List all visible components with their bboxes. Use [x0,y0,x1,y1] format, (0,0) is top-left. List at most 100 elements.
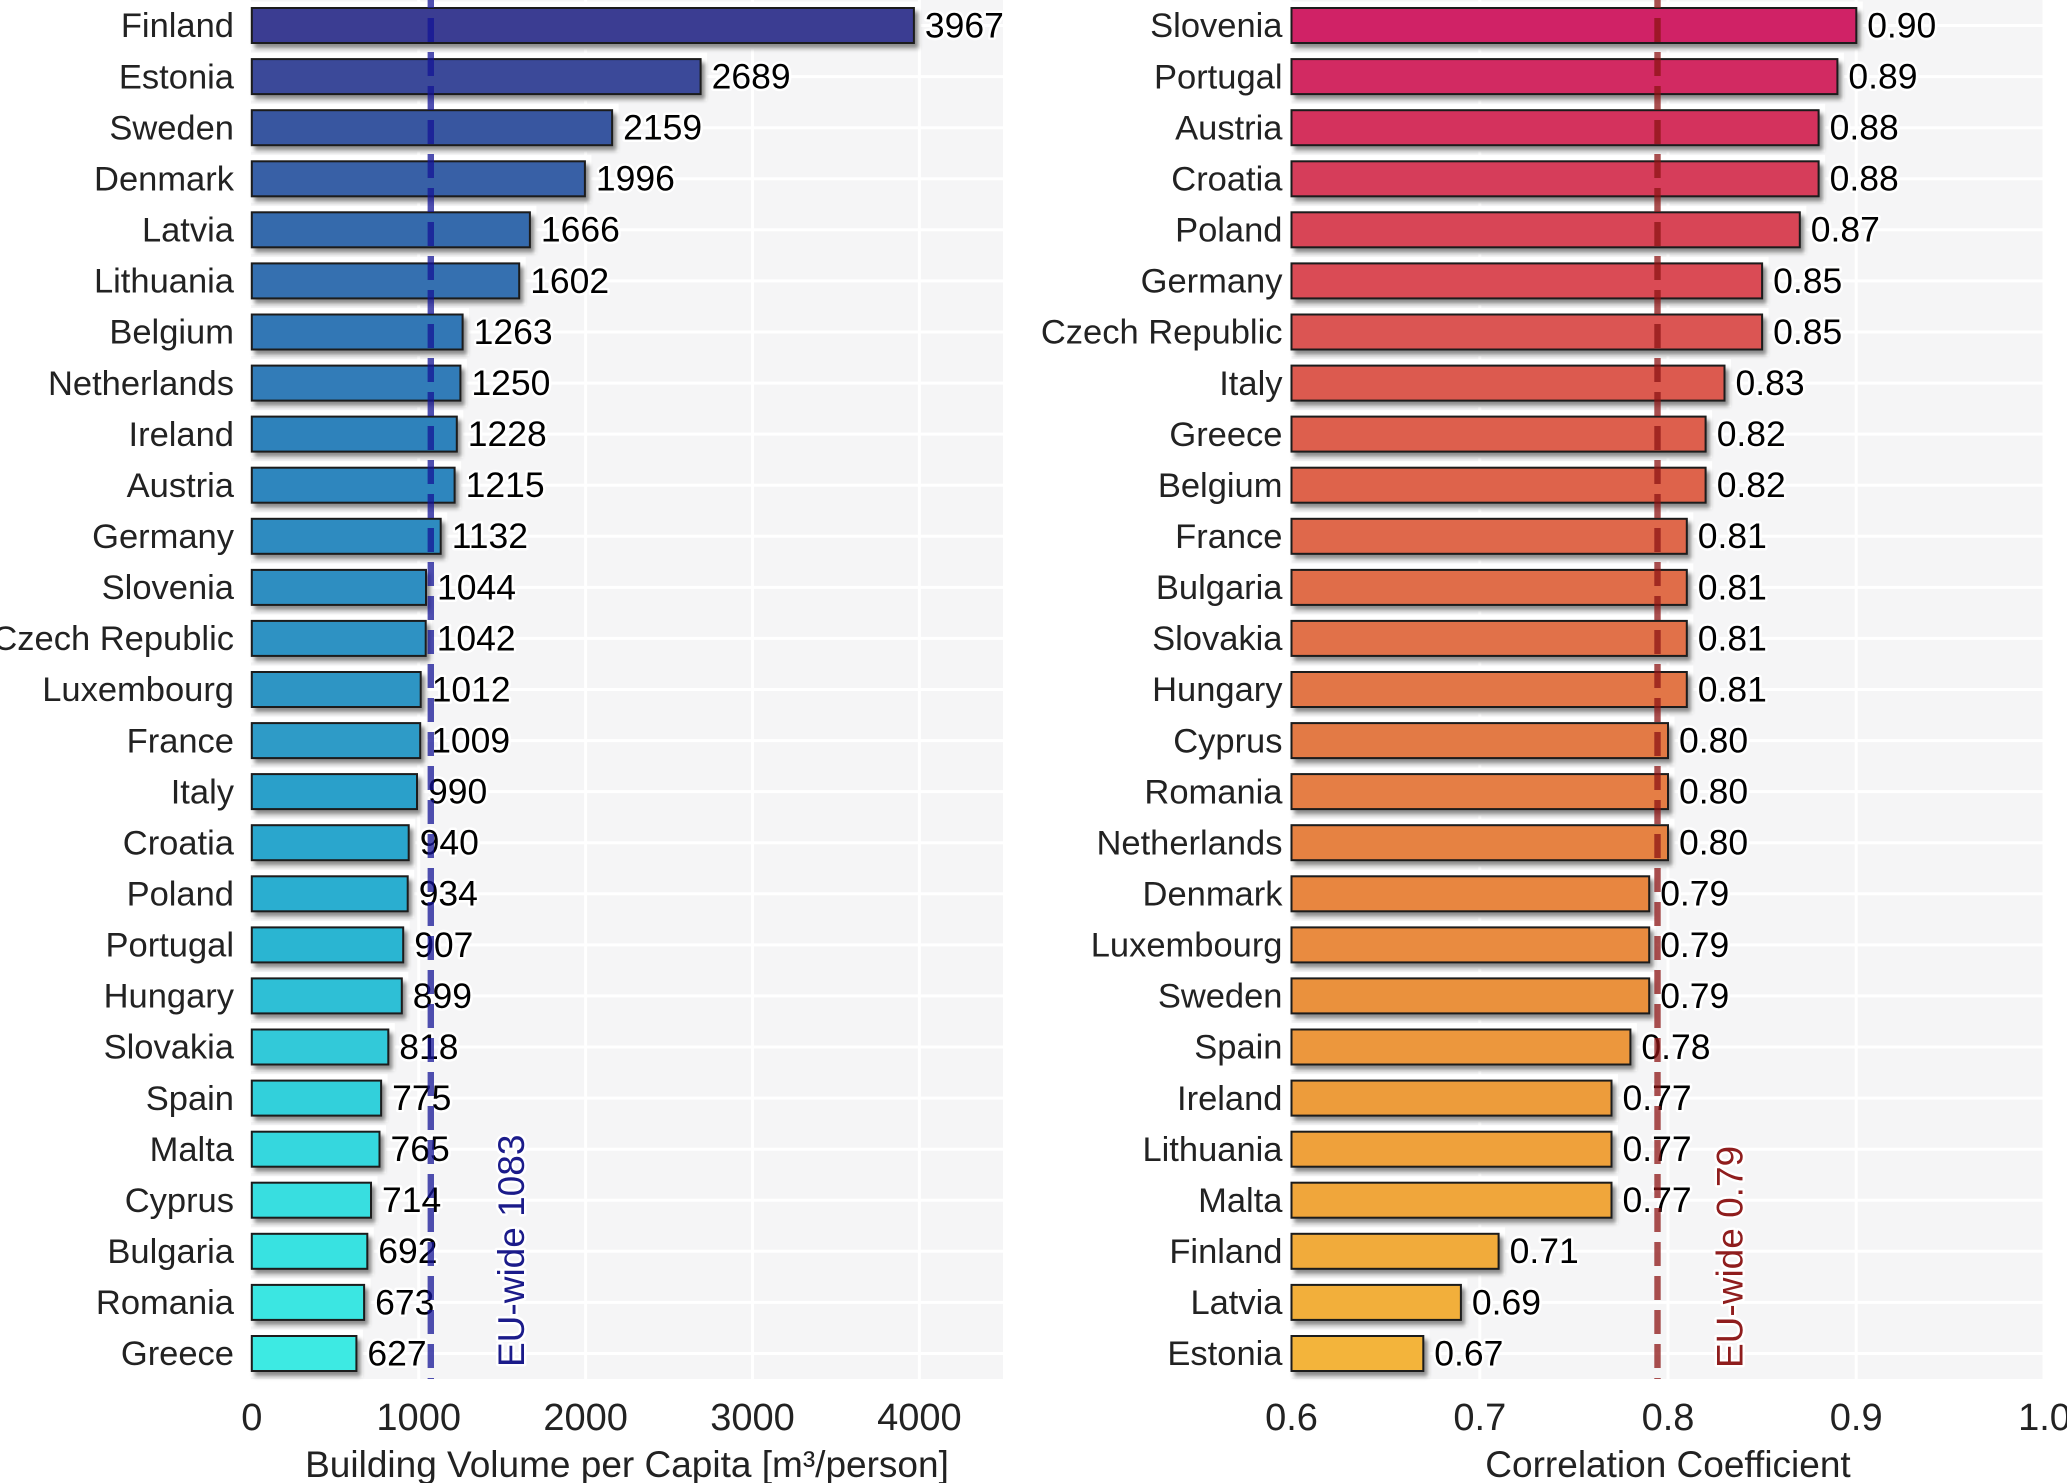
svg-text:Greece: Greece [121,1335,234,1373]
svg-text:818: 818 [399,1027,458,1067]
svg-text:Netherlands: Netherlands [1096,824,1282,862]
svg-text:Latvia: Latvia [1190,1284,1283,1322]
svg-text:Estonia: Estonia [119,58,235,96]
svg-text:0.88: 0.88 [1830,108,1899,148]
svg-text:0.78: 0.78 [1641,1027,1710,1067]
svg-text:Slovakia: Slovakia [104,1029,235,1067]
svg-text:Romania: Romania [1144,773,1283,811]
svg-text:2000: 2000 [543,1397,628,1439]
svg-text:Malta: Malta [1198,1182,1283,1220]
svg-text:Germany: Germany [1141,263,1284,301]
svg-text:Croatia: Croatia [1171,161,1283,199]
svg-text:0: 0 [241,1397,262,1439]
svg-text:0.82: 0.82 [1717,465,1786,505]
svg-text:Poland: Poland [1175,212,1282,250]
svg-text:Slovakia: Slovakia [1152,620,1283,658]
svg-text:0.81: 0.81 [1698,567,1767,607]
svg-text:Ireland: Ireland [129,416,235,454]
svg-text:3967: 3967 [925,5,1004,45]
svg-text:0.81: 0.81 [1698,516,1767,556]
svg-text:0.77: 0.77 [1623,1180,1692,1220]
svg-text:France: France [127,722,234,760]
svg-text:673: 673 [375,1282,434,1322]
svg-text:Austria: Austria [1175,109,1283,147]
svg-text:1044: 1044 [437,567,516,607]
svg-text:Ireland: Ireland [1177,1080,1283,1118]
svg-text:4000: 4000 [877,1397,962,1439]
svg-text:1215: 1215 [466,465,545,505]
svg-text:Bulgaria: Bulgaria [1156,569,1283,607]
svg-text:0.89: 0.89 [1848,57,1917,97]
svg-text:Belgium: Belgium [109,314,234,352]
svg-text:0.71: 0.71 [1510,1231,1579,1271]
svg-text:Croatia: Croatia [123,824,235,862]
svg-text:0.80: 0.80 [1679,772,1748,812]
svg-text:Denmark: Denmark [1143,876,1284,914]
svg-text:Netherlands: Netherlands [48,365,234,403]
svg-text:0.88: 0.88 [1830,159,1899,199]
svg-text:1602: 1602 [530,261,609,301]
svg-text:Lithuania: Lithuania [94,263,235,301]
svg-text:Finland: Finland [1169,1233,1282,1271]
svg-text:0.8: 0.8 [1642,1397,1695,1439]
svg-text:0.82: 0.82 [1717,414,1786,454]
svg-text:Belgium: Belgium [1158,467,1283,505]
svg-text:Luxembourg: Luxembourg [42,671,234,709]
svg-text:Latvia: Latvia [142,212,235,250]
svg-text:934: 934 [419,874,478,914]
svg-text:0.85: 0.85 [1773,312,1842,352]
svg-text:0.67: 0.67 [1434,1333,1503,1373]
svg-text:Italy: Italy [1219,365,1283,403]
svg-text:Luxembourg: Luxembourg [1091,927,1283,965]
svg-text:Spain: Spain [1194,1029,1282,1067]
svg-text:765: 765 [391,1129,450,1169]
svg-text:1666: 1666 [541,210,620,250]
svg-text:Germany: Germany [92,518,235,556]
svg-text:0.79: 0.79 [1660,976,1729,1016]
svg-text:Correlation Coefficient: Correlation Coefficient [1485,1444,1851,1483]
svg-text:Spain: Spain [146,1080,234,1118]
svg-text:775: 775 [392,1078,451,1118]
svg-text:0.79: 0.79 [1660,925,1729,965]
svg-text:Czech Republic: Czech Republic [0,620,234,658]
svg-text:0.90: 0.90 [1867,5,1936,45]
svg-text:Estonia: Estonia [1167,1335,1283,1373]
svg-text:1996: 1996 [596,159,675,199]
svg-text:990: 990 [428,772,487,812]
svg-text:Malta: Malta [150,1131,235,1169]
svg-text:Denmark: Denmark [94,161,235,199]
svg-text:0.6: 0.6 [1265,1397,1318,1439]
svg-text:2689: 2689 [712,57,791,97]
svg-text:Cyprus: Cyprus [125,1182,234,1220]
svg-text:Slovenia: Slovenia [102,569,235,607]
svg-text:Bulgaria: Bulgaria [107,1233,234,1271]
svg-text:Slovenia: Slovenia [1150,7,1283,45]
svg-text:Sweden: Sweden [109,109,234,147]
svg-text:0.69: 0.69 [1472,1282,1541,1322]
svg-text:EU-wide 1083: EU-wide 1083 [491,1135,532,1367]
svg-text:Greece: Greece [1169,416,1282,454]
svg-text:0.9: 0.9 [1830,1397,1883,1439]
svg-text:1263: 1263 [474,312,553,352]
svg-text:1012: 1012 [432,669,511,709]
svg-text:1250: 1250 [471,363,550,403]
svg-text:0.81: 0.81 [1698,618,1767,658]
svg-text:Romania: Romania [96,1284,235,1322]
svg-text:Finland: Finland [121,7,234,45]
svg-text:0.87: 0.87 [1811,210,1880,250]
svg-text:0.80: 0.80 [1679,823,1748,863]
svg-text:1009: 1009 [431,721,510,761]
svg-text:0.83: 0.83 [1736,363,1805,403]
svg-text:Hungary: Hungary [104,978,235,1016]
svg-text:Portugal: Portugal [106,927,235,965]
svg-text:France: France [1175,518,1282,556]
svg-text:Hungary: Hungary [1152,671,1283,709]
svg-text:899: 899 [413,976,472,1016]
svg-text:1.0: 1.0 [2018,1397,2067,1439]
svg-text:1132: 1132 [452,516,528,556]
svg-text:0.85: 0.85 [1773,261,1842,301]
svg-text:EU-wide 0.79: EU-wide 0.79 [1710,1146,1751,1368]
svg-text:Cyprus: Cyprus [1173,722,1282,760]
svg-text:627: 627 [367,1333,426,1373]
svg-text:1042: 1042 [437,618,516,658]
